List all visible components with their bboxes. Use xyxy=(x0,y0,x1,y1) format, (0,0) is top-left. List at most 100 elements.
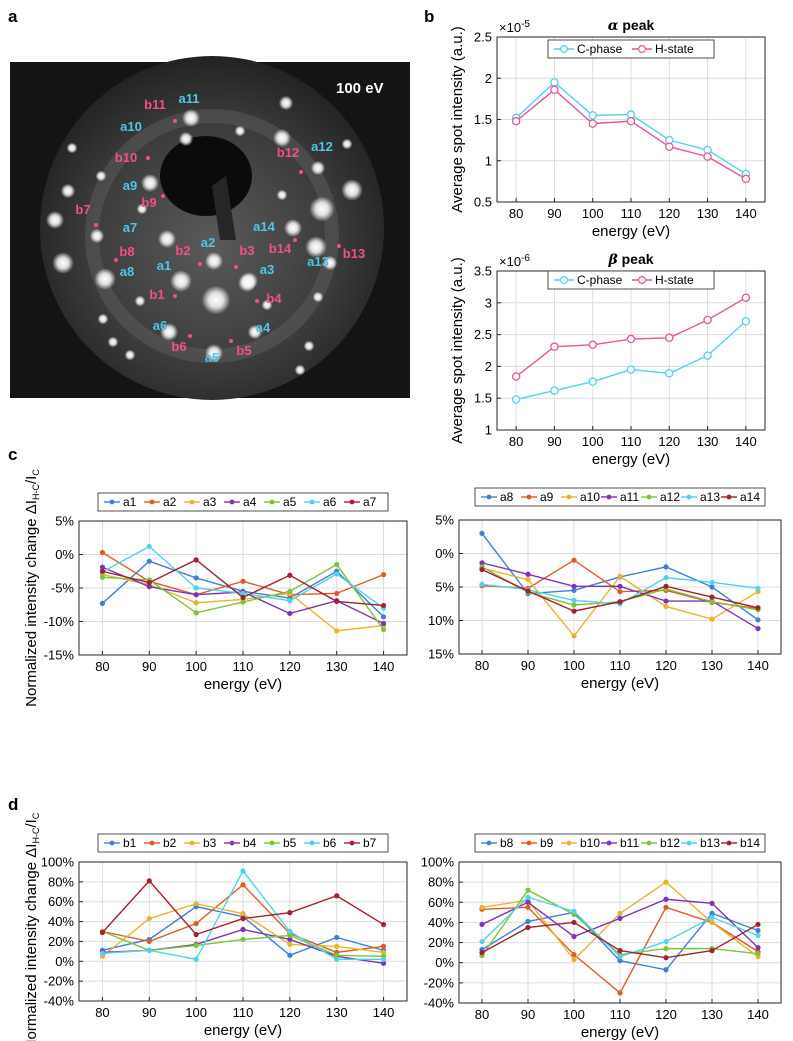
spot-label-a8: a8 xyxy=(120,264,134,279)
data-point-b3 xyxy=(380,949,387,955)
y-exponent-power: -6 xyxy=(521,253,530,264)
spot-label-b1: b1 xyxy=(149,287,164,302)
data-point-b6 xyxy=(99,950,106,956)
legend-label-a4: a4 xyxy=(243,495,257,509)
legend-label-b11: b11 xyxy=(620,836,639,850)
axes-frame xyxy=(458,519,782,655)
data-point-C-phase xyxy=(550,386,559,395)
x-tick-label: 130 xyxy=(326,659,348,674)
y-tick-label: 2.5 xyxy=(474,327,492,342)
y-tick-label: -20% xyxy=(424,975,455,990)
legend-box xyxy=(97,492,389,512)
legend: a1 a2 a3 a4 a5 a6 a7 xyxy=(97,492,389,512)
x-axis-label: energy (eV) xyxy=(592,223,670,240)
x-tick-label: 130 xyxy=(326,1005,348,1020)
legend-marker-a10 xyxy=(566,494,572,500)
leed-spot xyxy=(178,131,194,147)
y-axis-label-main: Normalized intensity change ΔI xyxy=(23,844,40,1041)
data-point-a13 xyxy=(571,597,577,604)
leed-spot xyxy=(134,295,146,307)
data-point-b9 xyxy=(663,904,669,910)
data-point-a14 xyxy=(617,599,623,605)
data-point-a5 xyxy=(193,610,199,616)
x-axis-label: energy (eV) xyxy=(581,1024,659,1041)
legend-marker-a6 xyxy=(309,499,315,505)
data-point-b3 xyxy=(193,901,199,907)
data-point-a13 xyxy=(663,575,669,581)
y-tick-label: 0% xyxy=(55,954,74,969)
y-axis-label-tail: /I xyxy=(23,819,40,827)
leed-spot xyxy=(141,174,159,192)
panel-letter-c: c xyxy=(8,445,17,464)
data-point-b8 xyxy=(709,910,715,916)
leed-spot xyxy=(182,109,200,127)
legend-marker-a7 xyxy=(349,499,355,505)
data-point-C-phase xyxy=(741,316,751,326)
leed-spot xyxy=(89,228,105,244)
leed-spot xyxy=(107,336,119,348)
data-point-a10 xyxy=(525,577,531,583)
y-axis-label-main: Average spot intensity (a.u.) xyxy=(449,257,466,444)
data-point-a14 xyxy=(663,583,669,589)
data-point-b14 xyxy=(479,950,485,956)
legend-label-b4: b4 xyxy=(243,836,257,850)
leed-spot xyxy=(136,203,148,215)
data-point-b2 xyxy=(193,920,199,927)
y-tick-label: -40% xyxy=(424,996,455,1011)
b-spot-marker xyxy=(293,238,297,242)
data-point-b6 xyxy=(193,956,199,962)
data-point-a10 xyxy=(709,616,715,622)
leed-spot xyxy=(238,274,256,292)
spot-label-a13: a13 xyxy=(307,254,329,269)
y-axis-label-main: Normalized intensity change ΔI xyxy=(23,500,40,707)
legend-marker-a11 xyxy=(606,494,612,500)
data-point-b11 xyxy=(617,915,623,922)
legend-label-C-phase: C-phase xyxy=(577,42,623,56)
legend-label-b6: b6 xyxy=(323,836,337,850)
data-point-b13 xyxy=(755,932,761,939)
leed-spot xyxy=(66,142,78,154)
data-point-b14 xyxy=(571,919,577,926)
y-tick-label: 1.5 xyxy=(474,112,492,127)
y-tick-label: 20% xyxy=(428,935,454,950)
data-point-b1 xyxy=(287,952,293,958)
legend: b8 b9 b10 b11 b12 b13 b14 xyxy=(474,833,766,853)
y-tick-label: 15% xyxy=(428,647,454,662)
legend-marker-b7 xyxy=(349,840,355,846)
axes-frame xyxy=(78,861,408,1002)
data-point-b1 xyxy=(334,934,340,941)
leed-spot xyxy=(95,170,107,182)
data-point-b10 xyxy=(479,904,485,910)
data-point-b13 xyxy=(525,894,531,900)
data-point-a1 xyxy=(380,614,387,620)
leed-spot xyxy=(52,252,74,274)
data-point-b13 xyxy=(709,914,715,920)
y-axis-label-tail-sub: C xyxy=(31,469,41,476)
legend-label-a1: a1 xyxy=(123,495,137,509)
data-point-a6 xyxy=(193,585,199,591)
legend-label-a14: a14 xyxy=(740,490,760,504)
data-point-b9 xyxy=(617,990,623,996)
legend-marker-b13 xyxy=(686,840,692,846)
y-tick-label: 20% xyxy=(48,934,74,949)
y-axis-label: Normalized intensity change ΔIH-C/IC xyxy=(23,812,41,1041)
data-point-a8 xyxy=(571,587,577,593)
series-a7 xyxy=(99,557,387,609)
spot-label-b5: b5 xyxy=(236,343,251,358)
y-axis-label-tail-sub: C xyxy=(31,812,41,819)
data-point-b13 xyxy=(571,908,577,914)
legend-label-H-state: H-state xyxy=(655,42,694,56)
data-point-b11 xyxy=(709,900,715,906)
legend-marker-a5 xyxy=(269,499,275,505)
x-tick-label: 110 xyxy=(610,1007,631,1022)
legend-marker-a1 xyxy=(109,499,115,505)
data-point-b7 xyxy=(146,878,152,884)
x-tick-label: 120 xyxy=(655,658,677,673)
axes-frame xyxy=(458,861,782,1004)
data-point-b8 xyxy=(755,927,761,934)
data-point-a5 xyxy=(240,599,246,605)
leed-spot xyxy=(273,129,291,147)
data-point-a11 xyxy=(479,560,485,566)
legend-label-b13: b13 xyxy=(700,836,720,850)
legend-marker-b6 xyxy=(309,840,315,846)
